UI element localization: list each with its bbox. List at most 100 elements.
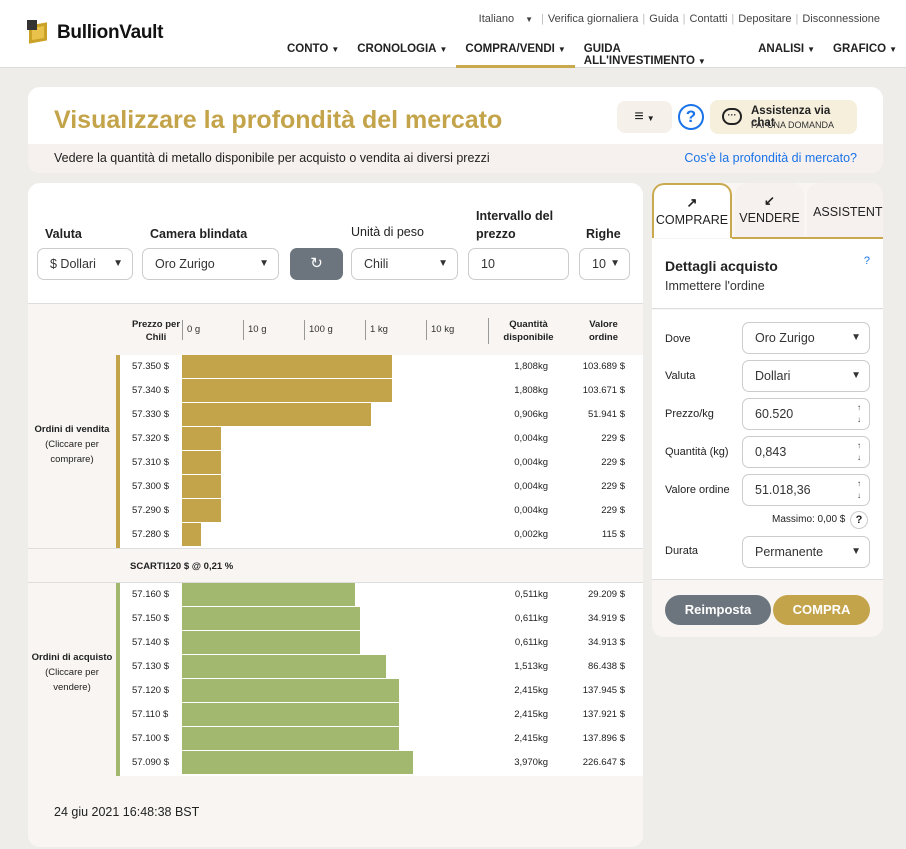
language-label: Italiano (478, 13, 515, 25)
sell-order-row[interactable]: 57.280 $ 0,002kg 115 $ (116, 523, 643, 547)
quantity-bar (182, 607, 360, 630)
nav-label: GRAFICO (833, 43, 887, 55)
quantity-input[interactable]: 0,843 ↑ ↓ (742, 436, 870, 468)
where-select[interactable]: Oro Zurigo ▼ (742, 322, 870, 354)
quantity-bar (182, 655, 386, 678)
tab-assistant[interactable]: ASSISTENTE (807, 183, 883, 238)
currency-select[interactable]: $ Dollari ▼ (37, 248, 133, 280)
market-depth-help-link[interactable]: Cos'è la profondità di mercato? (684, 151, 857, 165)
order-currency-select[interactable]: Dollari ▼ (742, 360, 870, 392)
help-link[interactable]: Guida (649, 13, 679, 25)
row-quantity: 2,415kg (514, 733, 548, 744)
row-value: 229 $ (601, 457, 625, 468)
buy-order-row[interactable]: 57.110 $ 2,415kg 137.921 $ (116, 703, 643, 727)
row-quantity: 0,611kg (514, 637, 548, 648)
order-form: Dove Oro Zurigo ▼ Valuta Dollari ▼ Prezzo/… (652, 310, 883, 580)
quantity-bar (182, 583, 355, 606)
nav-label: CONTO (287, 43, 329, 55)
nav-label: CRONOLOGIA (357, 43, 437, 55)
sell-order-row[interactable]: 57.300 $ 0,004kg 229 $ (116, 475, 643, 499)
row-value: 137.945 $ (582, 685, 625, 696)
row-quantity: 0,004kg (514, 505, 548, 516)
buy-orders-hint: (Cliccare per vendere) (45, 667, 99, 693)
nav-account[interactable]: CONTO ▼ (278, 36, 348, 68)
chat-support-button[interactable]: ··· Assistenza via chat FAI UNA DOMANDA (710, 100, 857, 134)
caret-down-icon: ▼ (439, 45, 448, 54)
chat-bubble-icon: ··· (722, 108, 742, 125)
caret-down-icon: ▼ (807, 45, 816, 54)
row-value: 226.647 $ (582, 757, 625, 768)
chevron-down-icon: ▼ (438, 258, 448, 269)
order-title: Dettagli acquisto (665, 258, 778, 274)
tab-buy[interactable]: ↗ COMPRARE (652, 183, 732, 238)
caret-down-icon: ▼ (557, 45, 566, 54)
sell-order-row[interactable]: 57.290 $ 0,004kg 229 $ (116, 499, 643, 523)
row-price: 57.110 $ (132, 709, 169, 720)
order-panel: ↗ COMPRARE ↙ VENDERE ASSISTENTE Dettagli… (652, 183, 883, 637)
row-value: 34.913 $ (588, 637, 625, 648)
duration-select[interactable]: Permanente ▼ (742, 536, 870, 568)
page-title: Visualizzare la profondità del mercato (54, 106, 503, 134)
chat-subtitle: FAI UNA DOMANDA (751, 120, 835, 130)
max-help-icon[interactable]: ? (850, 511, 868, 529)
stepper-icon[interactable]: ↑ ↓ (857, 441, 861, 462)
buy-order-row[interactable]: 57.150 $ 0,611kg 34.919 $ (116, 607, 643, 631)
order-value-input[interactable]: 51.018,36 ↑ ↓ (742, 474, 870, 506)
quantity-bar (182, 751, 413, 774)
buy-order-row[interactable]: 57.160 $ 0,511kg 29.209 $ (116, 583, 643, 607)
vault-select[interactable]: Oro Zurigo ▼ (142, 248, 279, 280)
price-input[interactable]: 60.520 ↑ ↓ (742, 398, 870, 430)
rows-select[interactable]: 10 ▼ (579, 248, 630, 280)
hamburger-icon: ≡ (634, 108, 644, 125)
menu-button[interactable]: ≡ ▼ (617, 101, 672, 133)
sell-order-row[interactable]: 57.320 $ 0,004kg 229 $ (116, 427, 643, 451)
nav-history[interactable]: CRONOLOGIA ▼ (348, 36, 456, 68)
language-selector[interactable]: Italiano ▼ (471, 13, 541, 25)
buy-order-row[interactable]: 57.120 $ 2,415kg 137.945 $ (116, 679, 643, 703)
order-help-icon[interactable]: ? (863, 255, 870, 267)
daily-audit-link[interactable]: Verifica giornaliera (547, 13, 639, 25)
quantity-bar (182, 403, 371, 426)
quantity-bar (182, 703, 399, 726)
sell-order-row[interactable]: 57.310 $ 0,004kg 229 $ (116, 451, 643, 475)
nav-analysis[interactable]: ANALISI ▼ (749, 36, 824, 68)
row-price: 57.160 $ (132, 589, 169, 600)
nav-buy-sell[interactable]: COMPRA/VENDI ▼ (456, 36, 575, 68)
logo[interactable]: BullionVault (27, 20, 163, 46)
nav-investment-guide[interactable]: GUIDA ALL'INVESTIMENTO ▼ (575, 36, 749, 68)
row-price: 57.280 $ (132, 529, 169, 540)
sell-order-row[interactable]: 57.330 $ 0,906kg 51.941 $ (116, 403, 643, 427)
row-value: 115 $ (601, 529, 625, 540)
quantity-bar (182, 355, 392, 378)
stepper-icon[interactable]: ↑ ↓ (857, 403, 861, 424)
reset-button[interactable]: Reimposta (665, 595, 771, 625)
buy-order-row[interactable]: 57.090 $ 3,970kg 226.647 $ (116, 751, 643, 775)
contacts-link[interactable]: Contatti (689, 13, 728, 25)
scale-tick: 100 g (304, 320, 333, 340)
arrow-down-left-icon: ↙ (764, 193, 775, 208)
buy-order-row[interactable]: 57.140 $ 0,611kg 34.913 $ (116, 631, 643, 655)
row-price: 57.310 $ (132, 457, 169, 468)
weight-unit-label: Unità di peso (351, 225, 424, 239)
sell-order-row[interactable]: 57.350 $ 1,808kg 103.689 $ (116, 355, 643, 379)
stepper-icon[interactable]: ↑ ↓ (857, 479, 861, 500)
row-value: 229 $ (601, 481, 625, 492)
weight-unit-select[interactable]: Chili ▼ (351, 248, 458, 280)
buy-order-row[interactable]: 57.100 $ 2,415kg 137.896 $ (116, 727, 643, 751)
buy-button[interactable]: COMPRA (773, 595, 870, 625)
chevron-down-icon: ▼ (259, 258, 269, 269)
deposit-link[interactable]: Depositare (738, 13, 792, 25)
site-header: BullionVault Italiano ▼ | Verifica giorna… (0, 0, 906, 68)
price-interval-input[interactable]: 10 (468, 248, 569, 280)
help-icon[interactable]: ? (678, 104, 704, 130)
logout-link[interactable]: Disconnessione (802, 13, 880, 25)
nav-chart[interactable]: GRAFICO ▼ (824, 36, 906, 68)
buy-order-row[interactable]: 57.130 $ 1,513kg 86.438 $ (116, 655, 643, 679)
separator: | (682, 13, 686, 25)
tab-sell[interactable]: ↙ VENDERE (735, 183, 804, 238)
sell-order-row[interactable]: 57.340 $ 1,808kg 103.671 $ (116, 379, 643, 403)
caret-down-icon: ▼ (646, 114, 655, 123)
refresh-button[interactable]: ↻ (290, 248, 343, 280)
row-quantity: 2,415kg (514, 685, 548, 696)
market-depth-card: Valuta $ Dollari ▼ Camera blindata Oro Zu… (28, 183, 643, 847)
